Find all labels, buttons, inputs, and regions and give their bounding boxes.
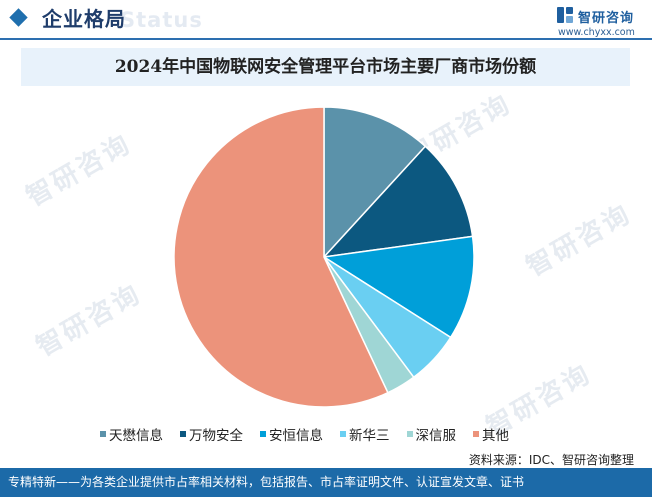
legend-item: 其他 — [473, 424, 509, 444]
pie-slice-1 — [323, 106, 427, 259]
legend-swatch — [100, 431, 106, 437]
brand-logo: 智研咨询 www.chyxx.com — [556, 4, 648, 38]
legend-label: 其他 — [482, 428, 509, 444]
legend-item: 安恒信息 — [260, 424, 323, 444]
legend-swatch — [340, 431, 346, 437]
pie-chart — [173, 106, 475, 408]
legend-label: 深信服 — [415, 428, 457, 444]
legend-item: 万物安全 — [180, 424, 243, 444]
legend-label: 安恒信息 — [269, 428, 323, 444]
brand-logo-icon — [557, 7, 573, 23]
header-ghost-text: Status — [120, 8, 203, 32]
legend-swatch — [406, 431, 413, 437]
chart-legend: 天懋信息 万物安全 安恒信息 新华三 深信服 其他 — [100, 423, 580, 445]
legend-label: 天懋信息 — [109, 428, 163, 444]
diamond-icon — [9, 8, 28, 27]
pie-slice-2 — [322, 145, 474, 259]
brand-name: 智研咨询 — [578, 11, 635, 26]
legend-swatch — [473, 431, 479, 437]
legend-item: 天懋信息 — [100, 424, 163, 444]
pie-slice-6 — [173, 106, 389, 408]
legend-item: 深信服 — [406, 424, 457, 444]
chart-title-band: 2024年中国物联网安全管理平台市场主要厂商市场份额 — [21, 48, 630, 86]
legend-swatch — [180, 431, 186, 437]
pie-slice-3 — [321, 235, 475, 339]
brand-url: www.chyxx.com — [558, 27, 635, 38]
legend-label: 新华三 — [349, 428, 390, 444]
footer-banner: 专精特新——为各类企业提供市占率相关材料，包括报告、市占率证明文件、认证宣发文章… — [0, 468, 652, 497]
section-header: Status 企业格局 智研咨询 www.chyxx.com — [0, 0, 652, 40]
legend-label: 万物安全 — [189, 428, 243, 444]
section-title: 企业格局 — [42, 7, 126, 31]
legend-item: 新华三 — [340, 424, 390, 444]
header-divider — [0, 38, 652, 40]
source-note: 资料来源：IDC、智研咨询整理 — [468, 453, 634, 467]
legend-swatch — [260, 431, 266, 437]
chart-title: 2024年中国物联网安全管理平台市场主要厂商市场份额 — [114, 57, 537, 77]
